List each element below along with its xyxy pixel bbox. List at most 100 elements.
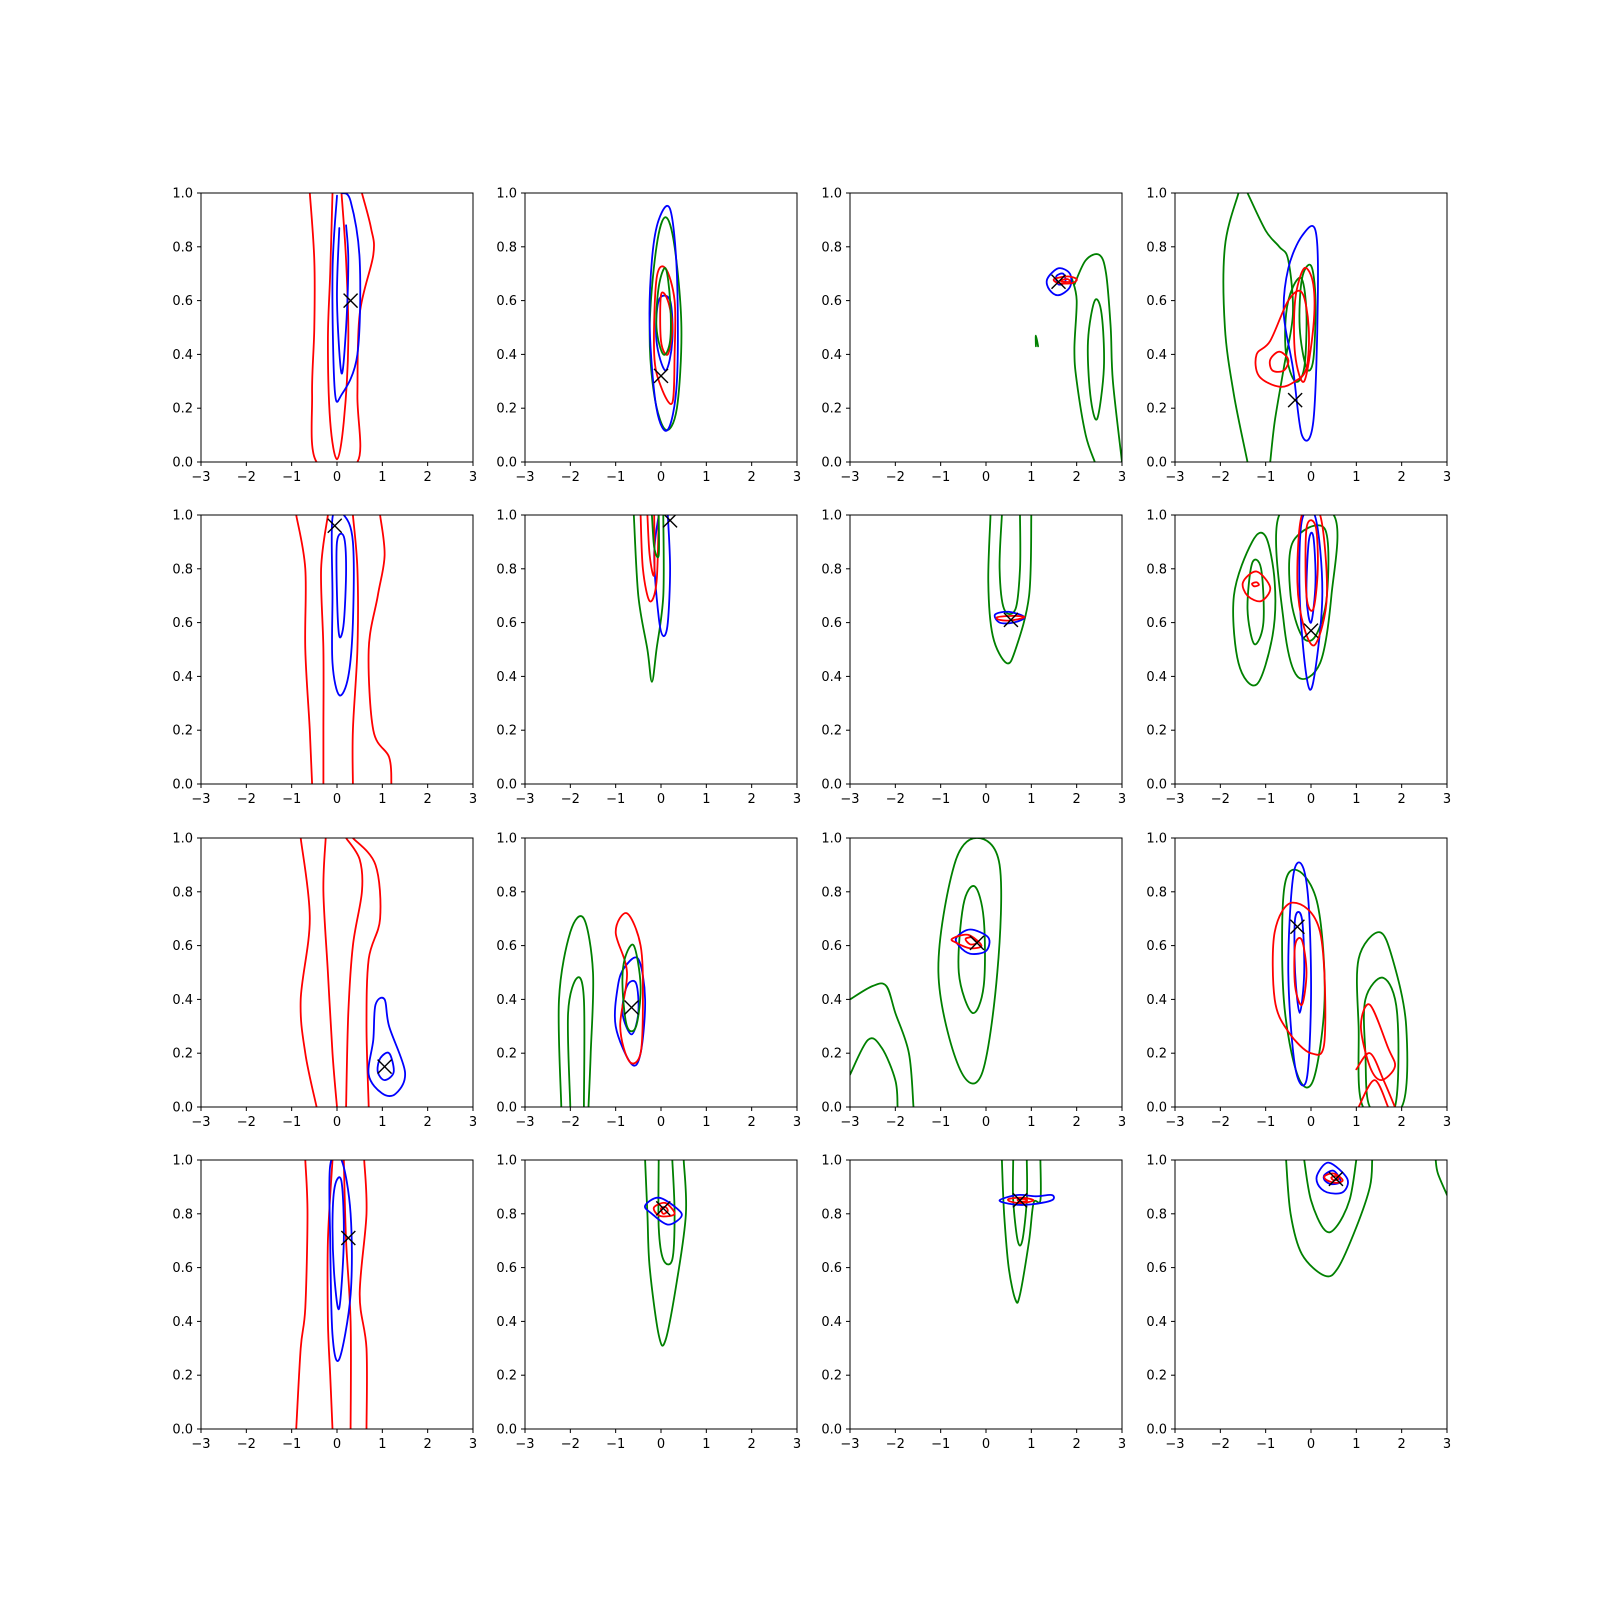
red-contour-line	[950, 933, 983, 950]
x-tick-label: −2	[237, 792, 256, 807]
y-tick-label: 0.6	[172, 1261, 193, 1276]
x-tick-label: 3	[469, 792, 477, 807]
y-tick-label: 0.4	[172, 1315, 193, 1330]
blue-contour-line	[1282, 225, 1319, 442]
y-tick-label: 1.0	[172, 187, 193, 202]
x-tick-label: −3	[840, 1437, 859, 1452]
red-contour-line	[639, 515, 660, 603]
plot-area	[295, 1160, 368, 1429]
x-tick-label: −1	[282, 1115, 301, 1130]
x-tick-label: 1	[378, 470, 386, 485]
y-tick-label: 0.4	[172, 670, 193, 685]
x-marker	[969, 935, 985, 951]
subplot-11: −3 −2 −1 0 1 2 3 0.0 0.2 0.4 0.6 0.8 1.0	[821, 832, 1126, 1131]
subplot-16: −3 −2 −1 0 1 2 3 0.0 0.2 0.4 0.6 0.8 1.0	[1146, 1154, 1451, 1453]
plot-area	[299, 838, 406, 1107]
x-tick-label: −3	[515, 1437, 534, 1452]
plot-area	[1285, 1160, 1447, 1278]
subplot-14: −3 −2 −1 0 1 2 3 0.0 0.2 0.4 0.6 0.8 1.0	[496, 1154, 801, 1453]
x-tick-label: 1	[378, 1115, 386, 1130]
y-tick-label: 1.0	[1146, 187, 1167, 202]
plot-area	[557, 912, 647, 1107]
x-tick-label: −1	[931, 792, 950, 807]
subplot-8: −3 −2 −1 0 1 2 3 0.0 0.2 0.4 0.6 0.8 1.0	[1146, 509, 1451, 808]
y-tick-label: 0.8	[172, 885, 193, 900]
blue-contour-line	[1287, 861, 1312, 1087]
x-tick-label: 0	[333, 1437, 341, 1452]
x-tick-label: 2	[1073, 470, 1081, 485]
subplot-7: −3 −2 −1 0 1 2 3 0.0 0.2 0.4 0.6 0.8 1.0	[821, 509, 1126, 808]
x-tick-label: −1	[606, 792, 625, 807]
x-tick-label: −1	[1256, 1115, 1275, 1130]
y-tick-label: 0.4	[496, 670, 517, 685]
y-tick-label: 0.8	[172, 240, 193, 255]
x-tick-label: 3	[1443, 1437, 1451, 1452]
x-marker	[327, 518, 343, 534]
x-tick-label: 2	[424, 792, 432, 807]
red-contour-line	[352, 838, 382, 1107]
y-tick-label: 0.4	[496, 1315, 517, 1330]
x-tick-label: 0	[333, 1115, 341, 1130]
x-tick-label: −3	[1165, 792, 1184, 807]
y-tick-label: 0.2	[172, 402, 193, 417]
x-tick-label: 1	[702, 470, 710, 485]
blue-contour-line	[328, 1160, 353, 1362]
green-contour-line	[557, 915, 595, 1107]
y-tick-label: 0.2	[1146, 1047, 1167, 1062]
y-tick-label: 0.8	[496, 562, 517, 577]
x-tick-label: −1	[606, 1115, 625, 1130]
y-tick-label: 0.4	[172, 348, 193, 363]
x-marker	[1328, 1171, 1344, 1187]
red-contour-line	[614, 912, 644, 1065]
subplot-1: −3 −2 −1 0 1 2 3 0.0 0.2 0.4 0.6 0.8 1.0	[172, 187, 477, 486]
green-contour-line	[1071, 278, 1096, 462]
x-tick-label: 3	[793, 470, 801, 485]
blue-contour-line	[1315, 1161, 1349, 1195]
x-tick-label: 2	[424, 470, 432, 485]
blue-contour-line	[367, 996, 406, 1097]
green-contour-line	[632, 515, 665, 683]
green-contour-line	[1034, 334, 1039, 348]
x-tick-label: 0	[333, 470, 341, 485]
red-contour-line	[659, 291, 674, 356]
x-marker	[624, 999, 640, 1015]
subplot-4: −3 −2 −1 0 1 2 3 0.0 0.2 0.4 0.6 0.8 1.0	[1146, 187, 1451, 486]
plot-area	[644, 1160, 688, 1347]
x-tick-label: 1	[702, 1115, 710, 1130]
x-tick-label: 3	[1443, 1115, 1451, 1130]
blue-contour-line	[648, 204, 679, 432]
y-tick-label: 0.2	[1146, 1369, 1167, 1384]
y-tick-label: 0.0	[1146, 1423, 1167, 1438]
x-tick-label: 2	[1398, 1437, 1406, 1452]
x-tick-label: 3	[1118, 792, 1126, 807]
y-tick-label: 0.4	[1146, 993, 1167, 1008]
y-tick-label: 0.6	[821, 294, 842, 309]
y-tick-label: 0.2	[821, 724, 842, 739]
subplot-2: −3 −2 −1 0 1 2 3 0.0 0.2 0.4 0.6 0.8 1.0	[496, 187, 801, 486]
y-tick-label: 0.6	[821, 616, 842, 631]
x-tick-label: 2	[424, 1437, 432, 1452]
x-tick-label: −1	[606, 1437, 625, 1452]
y-tick-label: 0.0	[496, 1101, 517, 1116]
x-tick-label: 2	[1073, 1115, 1081, 1130]
red-contour-line	[322, 838, 338, 1107]
red-contour-line	[1293, 937, 1308, 1006]
y-tick-label: 0.0	[172, 456, 193, 471]
x-marker	[653, 368, 669, 384]
y-tick-label: 0.4	[821, 1315, 842, 1330]
y-tick-label: 0.4	[172, 993, 193, 1008]
x-tick-label: −1	[282, 470, 301, 485]
green-contour-line	[1246, 193, 1294, 462]
green-contour-line	[1298, 263, 1317, 372]
x-tick-label: 2	[748, 1437, 756, 1452]
y-tick-label: 0.4	[821, 993, 842, 1008]
x-tick-label: −3	[191, 470, 210, 485]
y-tick-label: 0.8	[496, 1207, 517, 1222]
y-tick-label: 0.2	[496, 1369, 517, 1384]
x-marker	[1287, 392, 1303, 408]
y-tick-label: 0.8	[172, 562, 193, 577]
red-contour-line	[327, 193, 350, 461]
y-tick-label: 0.0	[821, 1423, 842, 1438]
